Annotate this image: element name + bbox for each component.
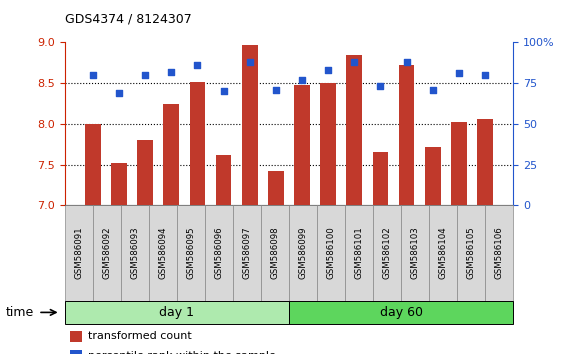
Text: GSM586105: GSM586105	[467, 227, 476, 280]
Point	[245, 59, 254, 65]
Text: GDS4374 / 8124307: GDS4374 / 8124307	[65, 12, 191, 25]
Point	[167, 69, 176, 75]
Bar	[268, 171, 284, 205]
Bar	[347, 55, 362, 205]
Text: GSM586102: GSM586102	[383, 227, 392, 280]
Text: GSM586091: GSM586091	[74, 227, 83, 279]
Bar	[477, 119, 493, 205]
Text: day 60: day 60	[380, 306, 422, 319]
Point	[454, 70, 463, 76]
Point	[350, 59, 359, 65]
Point	[272, 87, 280, 92]
Point	[428, 87, 437, 92]
Bar	[373, 152, 388, 205]
Text: GSM586092: GSM586092	[102, 227, 111, 279]
Bar	[215, 155, 231, 205]
Bar	[190, 81, 205, 205]
Text: GSM586093: GSM586093	[130, 227, 139, 279]
Point	[114, 90, 123, 96]
Text: transformed count: transformed count	[88, 331, 192, 341]
Text: GSM586097: GSM586097	[242, 227, 251, 279]
Point	[141, 72, 150, 78]
Text: GSM586103: GSM586103	[411, 227, 420, 280]
Bar	[163, 104, 179, 205]
Bar	[85, 124, 100, 205]
Point	[324, 67, 333, 73]
Point	[481, 72, 490, 78]
Point	[376, 84, 385, 89]
Bar	[111, 163, 127, 205]
Text: time: time	[6, 306, 34, 319]
Point	[297, 77, 306, 83]
Text: day 1: day 1	[159, 306, 194, 319]
Text: GSM586095: GSM586095	[186, 227, 195, 279]
Text: GSM586106: GSM586106	[495, 227, 504, 280]
Text: GSM586104: GSM586104	[439, 227, 448, 280]
Bar	[242, 45, 257, 205]
Bar	[451, 122, 467, 205]
Text: GSM586098: GSM586098	[270, 227, 279, 279]
Point	[88, 72, 97, 78]
Bar	[294, 85, 310, 205]
Point	[219, 88, 228, 94]
Text: GSM586096: GSM586096	[214, 227, 223, 279]
Bar	[399, 65, 415, 205]
Text: percentile rank within the sample: percentile rank within the sample	[88, 351, 276, 354]
Point	[193, 62, 202, 68]
Text: GSM586101: GSM586101	[355, 227, 364, 280]
Text: GSM586094: GSM586094	[158, 227, 167, 279]
Bar	[425, 147, 440, 205]
Bar	[320, 83, 336, 205]
Point	[402, 59, 411, 65]
Text: GSM586100: GSM586100	[327, 227, 335, 280]
Bar	[137, 140, 153, 205]
Text: GSM586099: GSM586099	[298, 227, 307, 279]
